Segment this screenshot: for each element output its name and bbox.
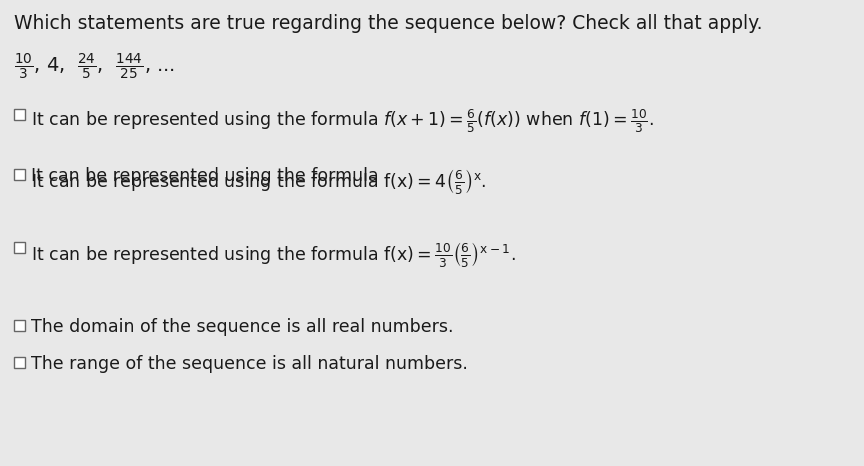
Bar bbox=[14, 357, 25, 368]
Text: It can be represented using the formula $\mathregular{f(x) = \frac{10}{3}\left(\: It can be represented using the formula … bbox=[31, 240, 516, 269]
Text: Which statements are true regarding the sequence below? Check all that apply.: Which statements are true regarding the … bbox=[14, 14, 763, 33]
Text: It can be represented using the formula $\mathregular{f(x) = 4\left(\frac{6}{5}\: It can be represented using the formula … bbox=[31, 167, 486, 196]
Text: The range of the sequence is all natural numbers.: The range of the sequence is all natural… bbox=[31, 355, 468, 373]
Bar bbox=[14, 109, 25, 120]
Bar bbox=[14, 242, 25, 253]
Text: It can be represented using the formula: It can be represented using the formula bbox=[31, 167, 384, 185]
Bar bbox=[14, 320, 25, 331]
Text: The domain of the sequence is all real numbers.: The domain of the sequence is all real n… bbox=[31, 318, 454, 336]
Text: $\mathregular{\frac{10}{3}}$, 4,  $\mathregular{\frac{24}{5}}$,  $\mathregular{\: $\mathregular{\frac{10}{3}}$, 4, $\mathr… bbox=[14, 52, 175, 82]
Bar bbox=[14, 169, 25, 180]
Text: It can be represented using the formula $f(x+1) = \frac{6}{5}(f(x))$ when $f(1) : It can be represented using the formula … bbox=[31, 107, 654, 135]
